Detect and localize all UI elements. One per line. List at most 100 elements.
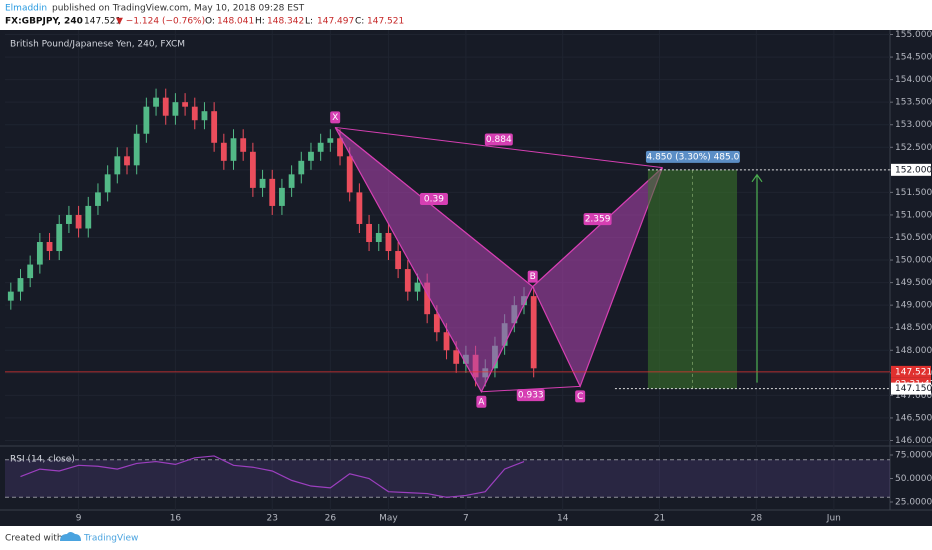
ohlc-key: O: [205,17,215,27]
y-tick-label: 151.000 [895,210,932,220]
rsi-band [5,459,890,498]
position-label-bg [645,150,740,163]
candle-body [317,142,324,152]
y-tick-label: 25.0000 [895,498,932,508]
ohlc-key: C: [355,17,364,27]
y-tick-label: 146.000 [895,436,932,446]
x-tick-label: 16 [170,514,182,524]
price-tag-bg [891,365,931,378]
ratio-label: 0.884 [486,135,512,145]
candle-body [95,192,101,206]
candle-body [46,242,53,252]
point-label-bg [330,111,341,124]
x-tick-label: 21 [654,514,665,524]
y-tick-label: 146.500 [895,413,932,423]
candle-body [56,223,63,252]
candle-body [385,232,392,252]
candle-body [172,102,179,116]
ohlc: O: 148.041 H: 148.342 L: 147.497 C: 147.521 [205,17,404,27]
candle-body [395,251,402,270]
candle-body [17,278,24,292]
candle-body [366,223,372,243]
y-tick-label: 152.500 [895,143,932,153]
candle-body [404,269,411,292]
candle-body [153,97,159,107]
candle-body [337,138,343,157]
y-tick-label: 149.000 [895,301,932,311]
price-tag-bg [891,382,931,395]
point-label-bg [476,395,487,408]
x-tick-label: Jun [826,514,841,524]
y-tick-label: 155.000 [895,30,932,40]
candle-body [191,106,198,121]
pattern-leg [532,167,663,288]
ratio-label-bg [484,133,513,146]
candle-body [240,138,247,152]
candle-body [104,174,111,193]
candle-body [220,142,227,161]
ohlc-value: 148.041 [217,17,254,27]
x-tick-label: 7 [463,514,469,524]
candle-body [346,156,353,193]
pattern-leg [335,126,663,169]
candle-body [375,232,382,243]
ohlc-value: 148.342 [267,17,304,27]
x-tick-label: 14 [557,514,569,524]
point-label: X [332,113,338,123]
candle-body [27,264,34,279]
candle-body [249,151,256,188]
candle-body [66,214,72,224]
rsi-title: RSI (14, close) [10,455,75,465]
y-tick-label: 50.0000 [895,474,932,484]
price-tag: 152.000 [895,165,932,175]
position-label: 4.850 (3.30%) 485.0 [646,152,739,162]
ratio-label-bg [419,193,448,206]
y-tick-label: 148.500 [895,323,932,333]
candle-body [75,214,82,229]
point-label: A [478,397,485,407]
candle-body [453,350,460,364]
footer-brand[interactable]: TradingView [83,534,138,544]
symbol: FX:GBPJPY, 240 [5,17,83,27]
candle-body [279,187,285,206]
chart-title: British Pound/Japanese Yen, 240, FXCM [10,40,185,50]
ratio-label: 0.39 [424,195,444,205]
arrow-head [751,173,763,183]
candle-body [201,111,208,121]
ratio-label: 2.359 [585,215,611,225]
y-tick-label: 150.000 [895,256,932,266]
y-tick-label: 147.000 [895,391,932,401]
price-tag-bg [891,163,931,176]
point-label-bg [575,390,586,403]
y-tick-label: 75.0000 [895,450,932,460]
ohlc-key: L: [305,17,313,27]
pattern-leg [334,127,534,288]
ratio-label-bg [516,389,545,402]
price-tag: 147.150 [895,384,932,394]
y-tick-label: 150.500 [895,233,932,243]
candle-body [85,205,92,229]
brand-logo [60,532,81,541]
x-tick-label: 9 [76,514,82,524]
candle-body [230,138,237,161]
x-tick-label: May [379,514,398,524]
candle-body [414,282,421,292]
candle-body [530,296,537,369]
candle-body [162,97,169,116]
change: ▼ −1.124 (−0.76%) [116,17,205,27]
author[interactable]: Elmaddin [5,4,47,14]
x-tick-label: 26 [325,514,337,524]
candle-body [298,160,305,175]
candle-body [288,174,295,188]
point-label-bg [527,270,538,283]
candle-body [124,156,130,166]
y-tick-label: 153.500 [895,98,932,108]
candle-body [424,282,431,315]
ohlc-value: 147.497 [317,17,354,27]
candle-body [327,138,334,143]
candle-body [133,133,140,166]
candle-body [114,156,121,175]
y-tick-label: 149.500 [895,278,932,288]
candle-body [259,178,266,188]
